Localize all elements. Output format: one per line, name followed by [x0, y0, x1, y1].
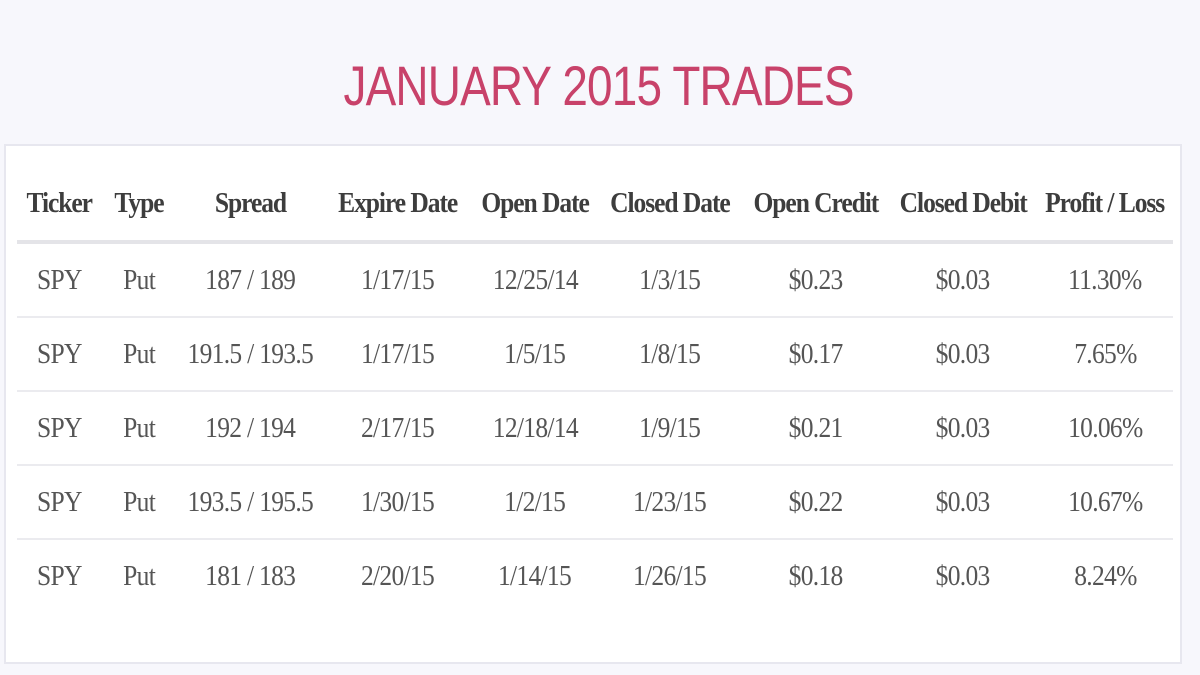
cell-profit-loss: 11.30%	[1037, 242, 1173, 318]
cell-expire-date: 1/17/15	[323, 242, 473, 318]
page-title: JANUARY 2015 TRADES	[343, 53, 854, 117]
cell-open-date: 12/18/14	[473, 391, 597, 466]
column-header-ticker: Ticker	[17, 166, 101, 244]
cell-closed-debit: $0.03	[889, 391, 1037, 466]
cell-ticker: SPY	[17, 391, 101, 466]
table-header-row: Ticker Type Spread Expire Date Open Date…	[17, 166, 1173, 244]
cell-open-credit: $0.23	[743, 242, 889, 318]
cell-closed-debit: $0.03	[889, 317, 1037, 392]
cell-spread: 191.5 / 193.5	[177, 317, 323, 392]
cell-open-date: 1/14/15	[498, 559, 572, 592]
cell-ticker: SPY	[36, 559, 82, 592]
cell-expire-date: 2/20/15	[361, 559, 435, 592]
trades-table: Ticker Type Spread Expire Date Open Date…	[17, 166, 1173, 612]
cell-spread: 192 / 194	[177, 391, 323, 466]
table-row: SPY Put 192 / 194 2/17/15 12/18/14 1/9/1…	[17, 391, 1173, 466]
cell-ticker: SPY	[17, 317, 101, 392]
cell-profit-loss: 10.06%	[1037, 391, 1173, 466]
cell-profit-loss: 10.67%	[1037, 465, 1173, 540]
column-header-spread: Spread	[177, 166, 323, 244]
column-header-open-credit: Open Credit	[743, 166, 889, 244]
cell-type: Put	[101, 465, 177, 540]
cell-ticker: SPY	[17, 242, 101, 318]
table-row: SPY Put 181 / 183 2/20/15 1/14/15 1/26/1…	[17, 539, 1173, 612]
cell-expire-date: 1/30/15	[323, 465, 473, 540]
column-header-type: Type	[101, 166, 177, 244]
cell-profit-loss: 7.65%	[1037, 317, 1173, 392]
cell-closed-debit: $0.03	[889, 465, 1037, 540]
column-header-closed-date: Closed Date	[597, 166, 743, 244]
cell-closed-date: 1/8/15	[597, 317, 743, 392]
cell-type: Put	[101, 242, 177, 318]
cell-open-credit: $0.21	[743, 391, 889, 466]
cell-spread: 187 / 189	[177, 242, 323, 318]
column-header-profit-loss: Profit / Loss	[1037, 166, 1173, 244]
cell-open-credit: $0.22	[743, 465, 889, 540]
cell-ticker: SPY	[17, 465, 101, 540]
column-header-closed-debit: Closed Debit	[889, 166, 1037, 244]
cell-spread: 193.5 / 195.5	[177, 465, 323, 540]
cell-type: Put	[123, 559, 156, 592]
cell-open-date: 1/2/15	[473, 465, 597, 540]
cell-closed-debit: $0.03	[889, 242, 1037, 318]
column-header-expire-date: Expire Date	[323, 166, 473, 244]
trades-table-card: Ticker Type Spread Expire Date Open Date…	[4, 144, 1182, 664]
cell-closed-date: 1/26/15	[633, 559, 707, 592]
cell-open-date: 1/5/15	[473, 317, 597, 392]
table-row: SPY Put 191.5 / 193.5 1/17/15 1/5/15 1/8…	[17, 317, 1173, 392]
cell-open-credit: $0.17	[743, 317, 889, 392]
cell-closed-date: 1/9/15	[597, 391, 743, 466]
cell-open-credit: $0.18	[789, 559, 844, 592]
cell-closed-date: 1/23/15	[597, 465, 743, 540]
column-header-open-date: Open Date	[473, 166, 597, 244]
cell-closed-date: 1/3/15	[597, 242, 743, 318]
cell-open-date: 12/25/14	[473, 242, 597, 318]
cell-spread: 181 / 183	[204, 559, 296, 592]
cell-expire-date: 1/17/15	[323, 317, 473, 392]
cell-type: Put	[101, 391, 177, 466]
cell-profit-loss: 8.24%	[1073, 559, 1137, 592]
cell-expire-date: 2/17/15	[323, 391, 473, 466]
table-row: SPY Put 187 / 189 1/17/15 12/25/14 1/3/1…	[17, 242, 1173, 318]
table-row: SPY Put 193.5 / 195.5 1/30/15 1/2/15 1/2…	[17, 465, 1173, 540]
cell-type: Put	[101, 317, 177, 392]
cell-closed-debit: $0.03	[936, 559, 991, 592]
